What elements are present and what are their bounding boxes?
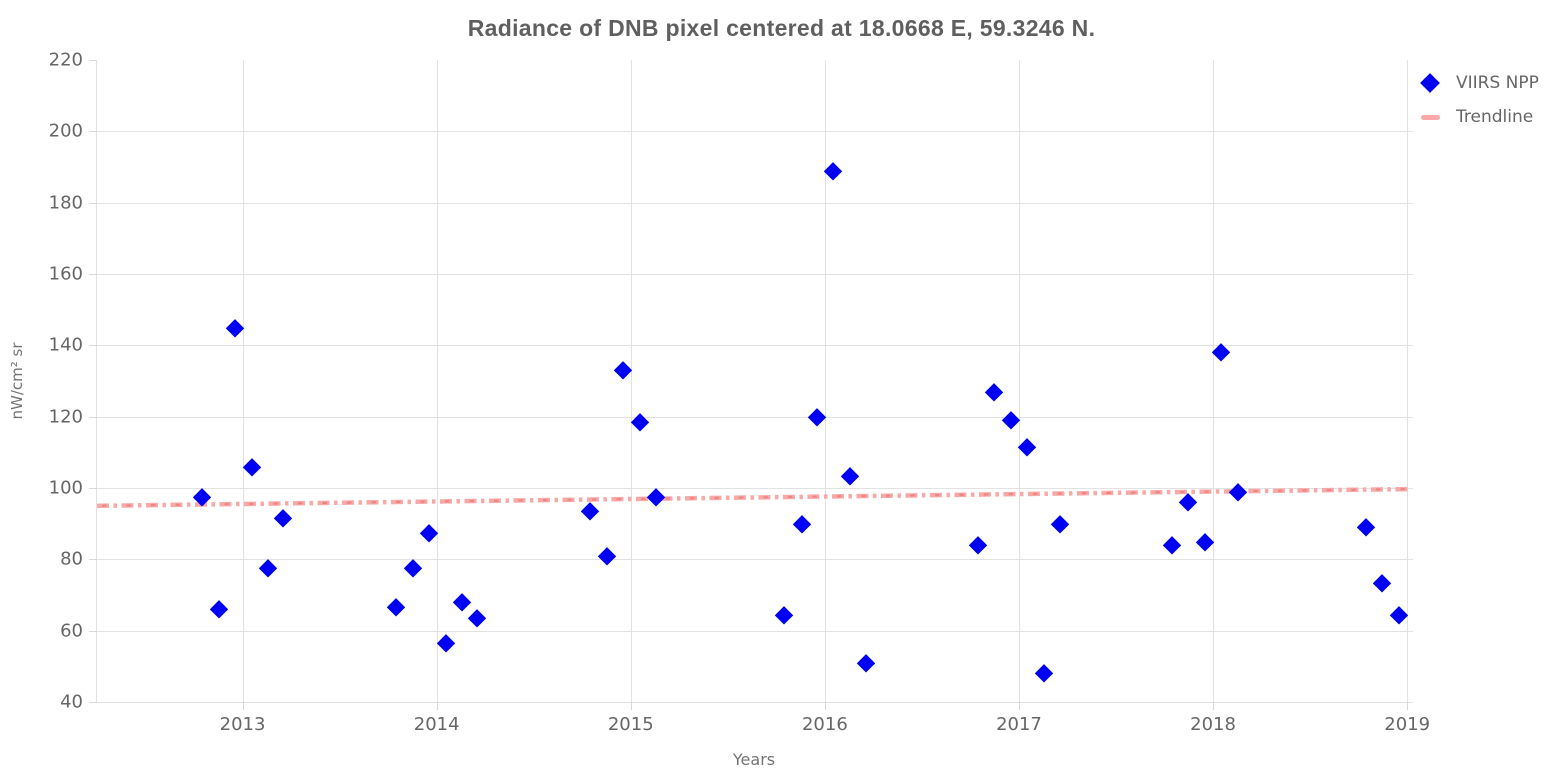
y-gridline [97, 559, 1413, 561]
y-tick-label: 200 [48, 120, 83, 142]
y-tick-label: 80 [60, 548, 83, 570]
trendline [96, 486, 1412, 509]
y-tick-mark [89, 630, 97, 632]
y-tick-label: 180 [48, 192, 83, 214]
trendline-layer [96, 486, 1412, 509]
legend-item-viirs-npp[interactable]: VIIRS NPP [1416, 66, 1539, 100]
x-tick-mark [824, 702, 826, 710]
x-tick-mark [1018, 702, 1020, 710]
y-tick-label: 140 [48, 334, 83, 356]
x-tick-mark [1407, 702, 1409, 710]
y-tick-mark [89, 274, 97, 275]
x-tick-mark [436, 702, 438, 710]
legend-swatch-box [1416, 73, 1444, 93]
plot-area: 220 200 180 160 140 120 100 80 60 40 2013 2014 2015 2… [49, 50, 1430, 736]
legend-label: VIIRS NPP [1456, 73, 1539, 93]
y-gridline [97, 202, 1413, 204]
pink-dash-icon [1420, 114, 1440, 120]
y-tick-label: 60 [60, 620, 83, 642]
y-tick-label: 100 [48, 477, 83, 499]
y-gridline [97, 488, 1413, 489]
legend-label: Trendline [1456, 107, 1534, 127]
y-gridline [97, 630, 1413, 632]
blue-diamond-icon [1420, 73, 1440, 93]
x-axis-title: Years [732, 750, 776, 769]
x-gridline [242, 60, 244, 702]
chart-title: Radiance of DNB pixel centered at 18.066… [467, 15, 1096, 41]
y-tick-mark [89, 559, 97, 561]
x-tick-label: 2018 [1190, 714, 1236, 735]
x-tick-label: 2013 [219, 714, 266, 735]
y-tick-mark [89, 416, 97, 418]
y-tick-mark [89, 702, 97, 703]
legend-swatch-box [1416, 114, 1444, 120]
y-tick-mark [89, 345, 97, 347]
x-tick-label: 2015 [607, 714, 654, 735]
x-tick-label: 2014 [413, 714, 460, 735]
y-gridline [97, 131, 1413, 133]
legend-item-trendline[interactable]: Trendline [1416, 100, 1539, 134]
x-tick-label: 2019 [1384, 714, 1431, 735]
y-tick-mark [89, 60, 97, 61]
y-tick-label: 160 [48, 263, 83, 285]
y-tick-mark [89, 202, 97, 204]
x-gridline [630, 60, 632, 702]
y-gridline [97, 274, 1413, 275]
legend: VIIRS NPP Trendline [1416, 66, 1539, 134]
x-tick-mark [242, 702, 244, 710]
x-gridline [1018, 60, 1020, 702]
y-gridline [97, 416, 1413, 418]
x-gridline [1213, 60, 1215, 702]
y-axis-title: nW/cm² sr [8, 342, 26, 420]
x-gridline [436, 60, 438, 702]
x-tick-mark [1213, 702, 1215, 710]
x-gridline [824, 60, 826, 702]
x-tick-mark [630, 702, 632, 710]
y-gridline [97, 345, 1413, 347]
x-tick-label: 2017 [996, 714, 1042, 735]
y-tick-label: 220 [48, 49, 83, 71]
y-tick-mark [89, 488, 97, 489]
y-tick-label: 40 [60, 691, 83, 713]
y-tick-label: 120 [48, 406, 83, 428]
y-tick-mark [89, 131, 97, 133]
x-tick-label: 2016 [801, 714, 848, 735]
x-gridline [1407, 60, 1409, 702]
